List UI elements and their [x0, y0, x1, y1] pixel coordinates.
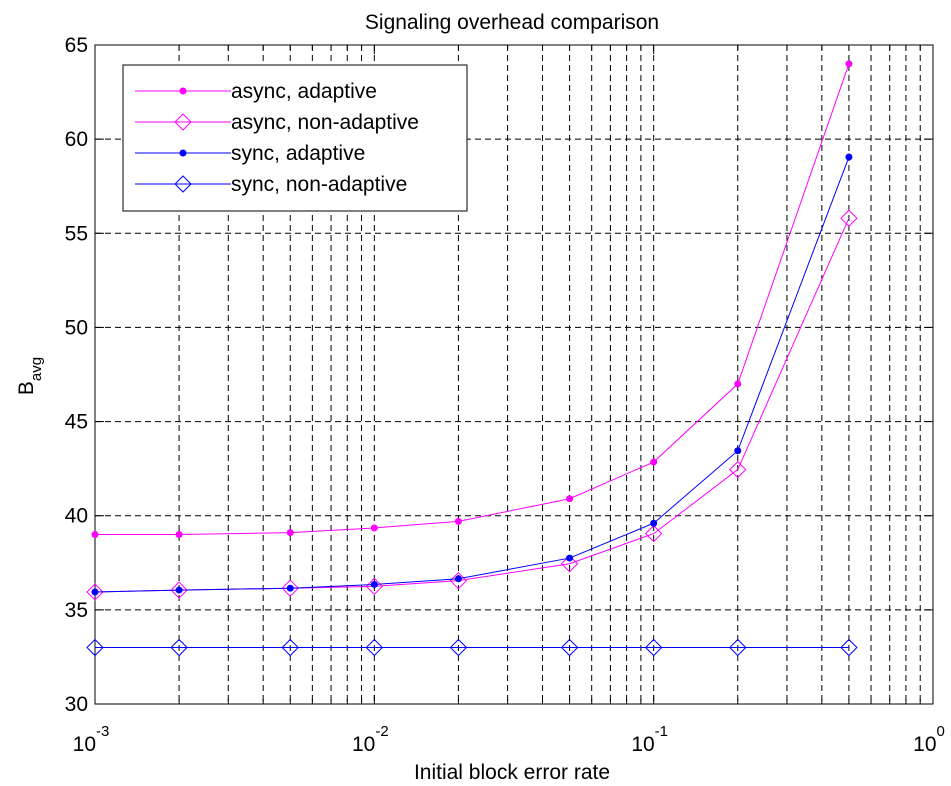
legend-marker	[179, 149, 187, 157]
legend-label: sync, adaptive	[231, 142, 365, 165]
data-point	[729, 638, 747, 657]
data-point	[286, 529, 294, 537]
x-tick-label: 10-2	[352, 723, 389, 756]
data-point	[86, 583, 104, 601]
data-point	[845, 60, 853, 68]
y-axis-label-main: B	[15, 381, 38, 395]
legend-entry: async, non-adaptive	[135, 111, 419, 134]
y-tick-label: 60	[65, 128, 88, 151]
data-point	[91, 531, 99, 539]
y-tick-label: 30	[65, 693, 88, 716]
legend-label: async, adaptive	[231, 80, 377, 103]
data-point	[729, 460, 747, 479]
data-point	[566, 554, 574, 562]
data-point	[840, 638, 858, 657]
series-3	[91, 153, 853, 596]
series-1	[91, 60, 853, 539]
legend-entry: sync, adaptive	[135, 142, 365, 165]
axes: 10-3 10-2 10-1 100 30 35 40 45 50 55 60 65	[65, 34, 945, 756]
x-tick-label: 10-3	[73, 723, 110, 756]
data-point	[454, 575, 462, 583]
y-tick-label: 50	[65, 316, 88, 339]
legend-entry: sync, non-adaptive	[135, 173, 407, 196]
series-4	[86, 638, 858, 657]
data-point	[644, 524, 663, 543]
data-point	[281, 638, 299, 657]
data-point	[175, 531, 183, 539]
data-point	[175, 586, 183, 594]
data-point	[845, 153, 853, 161]
data-point	[566, 495, 574, 503]
y-axis-label-sub: avg	[28, 357, 45, 381]
x-axis-label: Initial block error rate	[414, 761, 610, 784]
data-point	[170, 638, 188, 657]
data-point	[734, 380, 742, 388]
data-point	[454, 517, 462, 525]
data-point	[644, 638, 663, 657]
y-tick-label: 65	[65, 34, 88, 57]
y-tick-label: 35	[65, 599, 88, 622]
data-point	[449, 638, 468, 657]
y-tick-label: 40	[65, 505, 88, 528]
legend-marker	[174, 113, 192, 131]
legend-label: async, non-adaptive	[231, 111, 419, 134]
legend-marker	[174, 175, 192, 193]
data-point	[170, 581, 188, 599]
data-point	[286, 584, 294, 592]
legend-entry: async, adaptive	[135, 80, 377, 103]
y-tick-label: 55	[65, 222, 88, 245]
data-point	[734, 447, 742, 455]
data-point	[560, 638, 579, 657]
data-point	[370, 580, 378, 588]
data-point	[650, 458, 658, 466]
data-point	[650, 519, 658, 527]
data-point	[281, 579, 299, 597]
legend-marker	[179, 87, 187, 95]
data-point	[560, 555, 579, 573]
chart-title: Signaling overhead comparison	[365, 11, 659, 34]
data-point	[370, 524, 378, 532]
data-point	[840, 209, 858, 227]
series-layer	[86, 60, 858, 657]
plot-frame	[94, 44, 934, 705]
y-axis-label: Bavg	[15, 357, 45, 395]
data-point	[365, 638, 384, 657]
data-point	[86, 638, 104, 657]
legend: async, adaptive async, non-adaptive sync, …	[122, 64, 468, 212]
legend-label: sync, non-adaptive	[231, 173, 407, 196]
data-point	[91, 588, 99, 596]
x-tick-label: 100	[913, 723, 945, 756]
x-tick-label: 10-1	[631, 723, 668, 756]
y-tick-label: 45	[65, 411, 88, 434]
